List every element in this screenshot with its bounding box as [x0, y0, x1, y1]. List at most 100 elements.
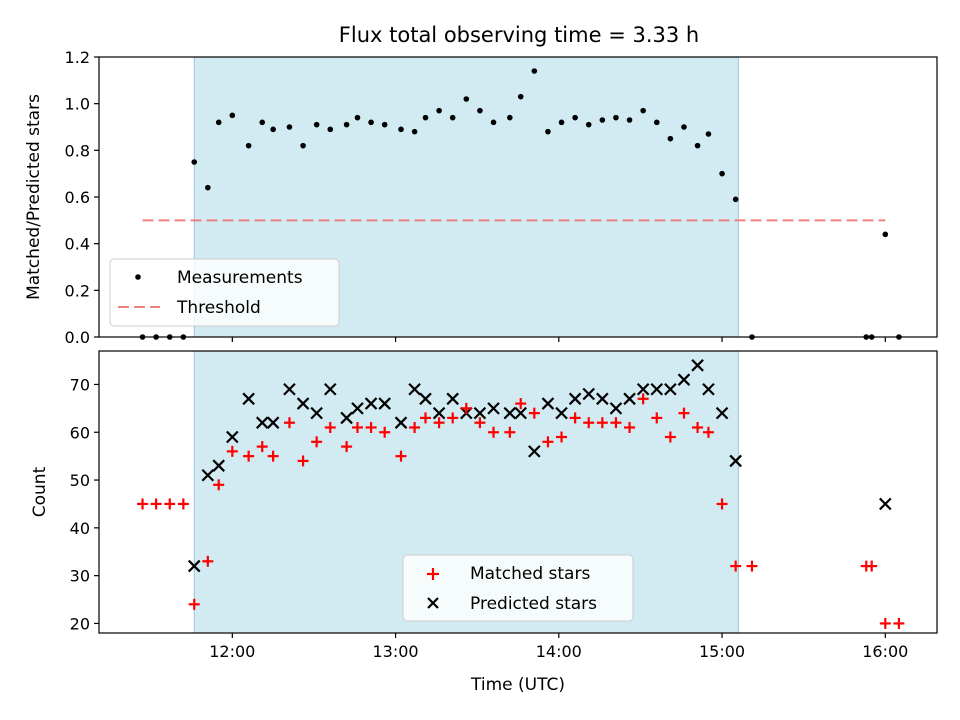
measurement-point [259, 119, 266, 126]
legend-measurements-label: Measurements [177, 268, 303, 288]
bottom-y-tick-label: 20 [70, 614, 90, 633]
top-y-tick-label: 0.2 [65, 281, 90, 300]
predicted-star-point [664, 382, 677, 396]
measurement-point [732, 196, 739, 203]
matched-star-point [879, 617, 891, 629]
matched-star-point [226, 445, 238, 457]
bottom-y-tick-label: 70 [70, 375, 90, 394]
measurement-point [719, 170, 725, 177]
measurement-point [507, 114, 513, 121]
x-tick-label: 16:00 [862, 642, 908, 661]
matched-star-point [379, 426, 391, 438]
matched-star-point [702, 426, 714, 438]
measurement-points [139, 68, 902, 340]
predicted-star-point [242, 392, 255, 406]
matched-star-point [716, 498, 728, 510]
matched-star-point [730, 560, 742, 572]
predicted-star-point [555, 406, 568, 420]
matched-star-point [866, 560, 878, 572]
measurement-point [626, 117, 633, 123]
predicted-star-point [691, 359, 704, 372]
measurement-point [313, 121, 320, 128]
bottom-y-tick-label: 50 [70, 471, 90, 490]
predicted-star-point [636, 382, 650, 396]
matched-star-point [678, 407, 690, 419]
predicted-star-point [201, 468, 215, 482]
matched-star-point [365, 421, 377, 433]
bottom-legend: Matched stars Predicted stars [402, 554, 634, 622]
predicted-star-point [528, 445, 541, 458]
predicted-star-point [609, 402, 623, 415]
measurement-point [205, 184, 211, 191]
x-tick-label: 12:00 [209, 642, 255, 661]
predicted-star-point [650, 382, 664, 396]
measurement-point [229, 112, 236, 119]
predicted-star-point [296, 397, 310, 410]
measurement-point [599, 117, 606, 123]
measurement-point [300, 142, 306, 149]
bottom-y-tick-label: 40 [70, 519, 90, 538]
matched-star-point [341, 441, 353, 453]
measurement-point [286, 124, 293, 130]
predicted-star-point [310, 406, 323, 420]
matched-star-point [150, 498, 162, 510]
matched-star-point [692, 421, 704, 433]
x-tick-label: 14:00 [536, 642, 582, 661]
matched-star-point [409, 421, 421, 433]
matched-star-point [664, 431, 676, 443]
matched-star-point [583, 417, 595, 429]
legend-threshold-label: Threshold [176, 298, 261, 318]
matched-star-point [474, 417, 486, 429]
matched-star-point [324, 421, 336, 433]
measurement-point [449, 114, 456, 121]
predicted-star-point [715, 406, 729, 420]
matched-star-point [256, 441, 268, 453]
matched-star-point [624, 421, 636, 433]
top-y-axis-label: Matched/Predicted stars [24, 94, 44, 300]
predicted-star-point [702, 382, 715, 396]
predicted-star-point [323, 382, 337, 396]
measurement-point [411, 128, 418, 135]
top-panel: 0.0 0.2 0.4 0.6 0.8 1.0 1.2 Matched/Predicted … [24, 48, 938, 347]
predicted-star-point [473, 406, 487, 420]
predicted-star-point [879, 497, 892, 511]
legend-matched-marker [427, 568, 439, 580]
matched-star-point [542, 436, 554, 448]
matched-star-point [395, 450, 407, 462]
predicted-star-point [514, 406, 527, 420]
matched-star-point [746, 560, 758, 572]
matched-star-point [488, 426, 500, 438]
matched-star-point [419, 412, 431, 424]
measurement-point [681, 124, 687, 130]
predicted-star-point [364, 397, 378, 410]
measurement-point [531, 68, 538, 74]
matched-star-point [528, 407, 540, 419]
matched-star-point [569, 412, 581, 424]
x-tick-label: 15:00 [699, 642, 745, 661]
top-x-ticks [231, 337, 886, 342]
measurement-point [517, 93, 524, 100]
matched-star-point [447, 412, 459, 424]
x-axis-label: Time (UTC) [470, 675, 565, 695]
predicted-star-point [432, 406, 446, 420]
matched-star-point [596, 417, 608, 429]
matched-star-point [267, 450, 279, 462]
bottom-axes-frame [98, 350, 938, 634]
measurement-point [463, 96, 470, 102]
measurement-point [245, 142, 252, 149]
predicted-star-point [266, 416, 280, 429]
matched-star-point [164, 498, 176, 510]
top-y-tick-label: 0.0 [65, 328, 90, 347]
matched-star-point [651, 412, 663, 424]
top-y-tick-label: 1.0 [65, 95, 90, 114]
predicted-star-point [677, 373, 691, 386]
legend-predicted-marker [427, 597, 439, 609]
predicted-star-point [394, 416, 408, 429]
predicted-star-point [255, 416, 269, 429]
matched-star-point [504, 426, 516, 438]
bottom-y-tick-label: 30 [70, 567, 90, 586]
measurement-point [705, 131, 712, 137]
top-y-tick-label: 1.2 [65, 48, 90, 67]
measurement-point [585, 121, 592, 128]
measurement-point [381, 121, 388, 128]
